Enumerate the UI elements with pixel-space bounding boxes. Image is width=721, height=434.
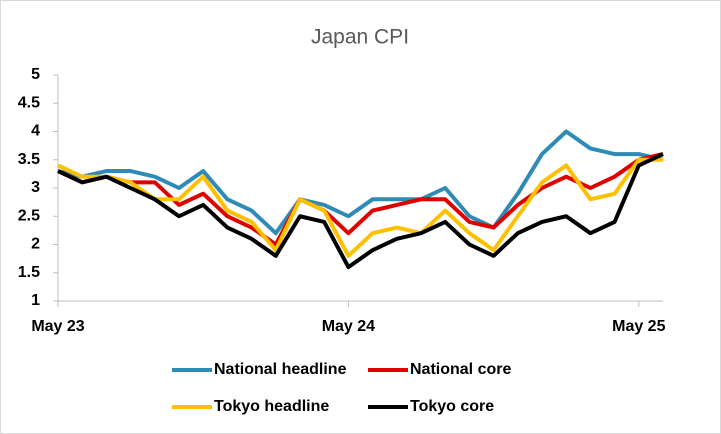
y-tick-label: 5 — [31, 66, 40, 83]
series-line — [57, 152, 664, 247]
x-tick-label: May 24 — [322, 318, 375, 335]
series-line — [57, 152, 664, 270]
x-tick-label: May 25 — [612, 318, 665, 335]
y-tick-label: 2 — [31, 236, 40, 253]
legend-label: Tokyo headline — [214, 398, 329, 415]
legend-label: Tokyo core — [410, 398, 494, 415]
series-line — [57, 129, 664, 236]
y-tick-label: 3.5 — [18, 151, 40, 168]
y-tick-label: 4 — [31, 123, 40, 140]
y-tick-label: 4.5 — [18, 94, 40, 111]
legend-label: National headline — [214, 361, 347, 378]
y-tick-label: 2.5 — [18, 207, 40, 224]
legend-label: National core — [410, 361, 511, 378]
y-tick-label: 3 — [31, 179, 40, 196]
y-tick-label: 1.5 — [18, 264, 40, 281]
x-tick-label: May 23 — [31, 318, 84, 335]
chart-title: Japan CPI — [311, 26, 409, 49]
y-tick-label: 1 — [31, 292, 40, 309]
series-line — [57, 157, 663, 258]
